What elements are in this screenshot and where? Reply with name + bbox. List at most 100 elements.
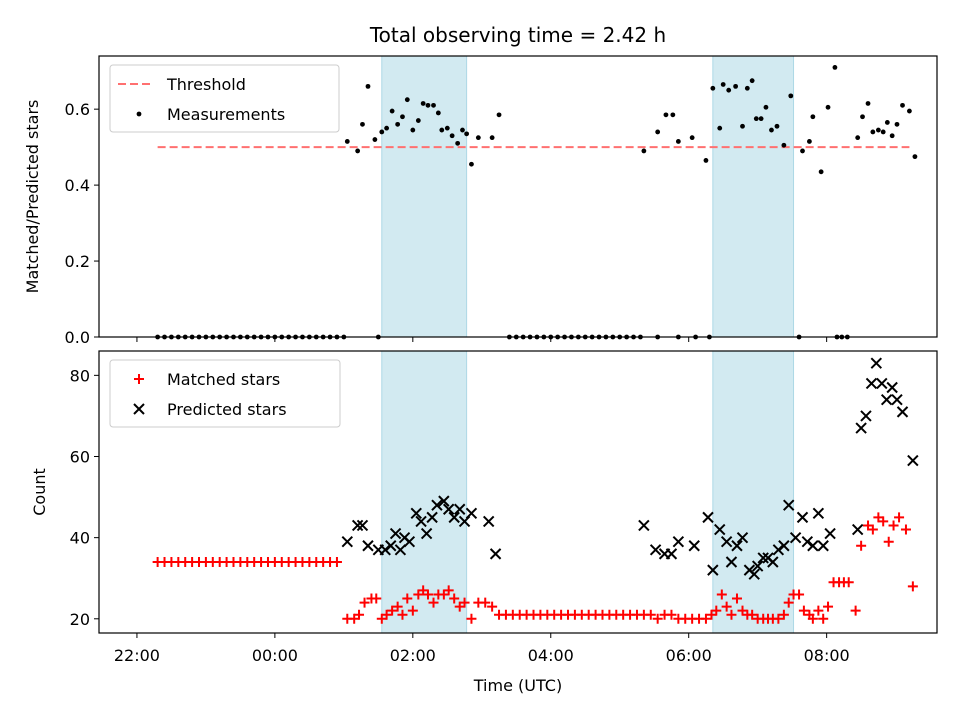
plot-frame (98, 350, 938, 634)
data-point (825, 104, 831, 110)
data-point (641, 148, 647, 154)
data-point (763, 104, 769, 110)
shaded-span (712, 55, 795, 338)
data-point (876, 377, 888, 390)
data-point (655, 129, 661, 135)
data-point (389, 108, 395, 114)
data-point (397, 609, 408, 620)
y-tick-label: 60 (70, 447, 90, 466)
data-point (740, 123, 745, 129)
data-point (666, 609, 677, 620)
data-point (773, 613, 784, 624)
data-point (356, 519, 369, 532)
data-point (665, 548, 678, 560)
count-panel: 20 40 60 80 22:00 00:00 02:00 04:00 06:00 08:00 Co… (30, 350, 938, 665)
data-point (454, 503, 466, 515)
chart-title: Total observing time = 2.42 h (369, 23, 666, 47)
legend-swatch (134, 374, 144, 384)
data-point (888, 520, 899, 531)
data-point (733, 83, 739, 89)
data-point (670, 112, 676, 118)
data-point (818, 613, 829, 624)
shaded-span (712, 350, 795, 634)
x-tick-label: 02:00 (390, 646, 436, 665)
data-point (372, 137, 378, 142)
data-point (772, 544, 785, 556)
data-point (415, 118, 421, 123)
data-point (645, 609, 656, 620)
data-point (435, 110, 441, 116)
y-tick-label: 80 (70, 366, 90, 385)
data-point (354, 609, 365, 620)
legend-swatch (136, 111, 142, 117)
data-point (448, 511, 460, 524)
data-point (663, 112, 669, 118)
data-point (449, 593, 460, 604)
data-point (720, 535, 733, 548)
data-point (487, 601, 498, 612)
data-point (400, 114, 405, 120)
data-point (813, 605, 824, 616)
data-point (796, 511, 809, 524)
data-point (407, 605, 418, 616)
data-point (744, 85, 750, 91)
data-point (781, 142, 787, 148)
data-point (331, 556, 342, 567)
data-point (736, 531, 749, 544)
data-point (341, 535, 354, 548)
data-point (466, 613, 477, 624)
data-point (880, 393, 893, 406)
data-point (794, 589, 805, 600)
data-point (774, 123, 780, 129)
data-point (778, 609, 789, 620)
data-point (649, 544, 662, 556)
legend-label: Measurements (167, 105, 285, 124)
data-point (700, 613, 711, 624)
data-point (379, 544, 391, 556)
y-tick-label: 0.4 (65, 176, 90, 195)
data-point (459, 597, 470, 608)
data-point (817, 540, 829, 552)
data-point (731, 593, 742, 604)
data-point (422, 589, 433, 600)
data-point (443, 585, 454, 596)
data-point (702, 511, 714, 524)
data-point (824, 527, 836, 540)
data-point (725, 556, 738, 568)
y-axis-label: Count (30, 468, 49, 516)
data-point (783, 597, 794, 608)
data-point (769, 127, 774, 133)
data-point (638, 519, 650, 532)
data-point (900, 102, 905, 108)
data-point (860, 410, 872, 422)
data-point (894, 512, 905, 523)
data-point (365, 83, 371, 89)
data-point (714, 523, 726, 536)
y-axis-label: Matched/Predicted stars (23, 100, 42, 294)
data-point (431, 499, 443, 511)
data-point (438, 495, 450, 507)
data-point (875, 127, 881, 133)
data-point (851, 523, 864, 536)
data-point (886, 381, 898, 394)
data-point (362, 540, 374, 552)
data-point (856, 540, 867, 551)
data-point (420, 101, 426, 106)
data-point (757, 552, 769, 564)
data-point (726, 609, 737, 620)
data-point (428, 597, 439, 608)
data-point (865, 377, 878, 390)
data-point (489, 548, 502, 560)
data-point (717, 125, 723, 131)
shaded-span (381, 55, 468, 338)
data-point (726, 87, 732, 93)
data-point (385, 540, 397, 552)
data-point (767, 556, 779, 568)
data-point (688, 540, 700, 552)
data-point (410, 127, 416, 133)
data-point (810, 114, 816, 120)
data-point (788, 93, 794, 99)
data-point (716, 589, 727, 600)
data-point (464, 131, 470, 137)
